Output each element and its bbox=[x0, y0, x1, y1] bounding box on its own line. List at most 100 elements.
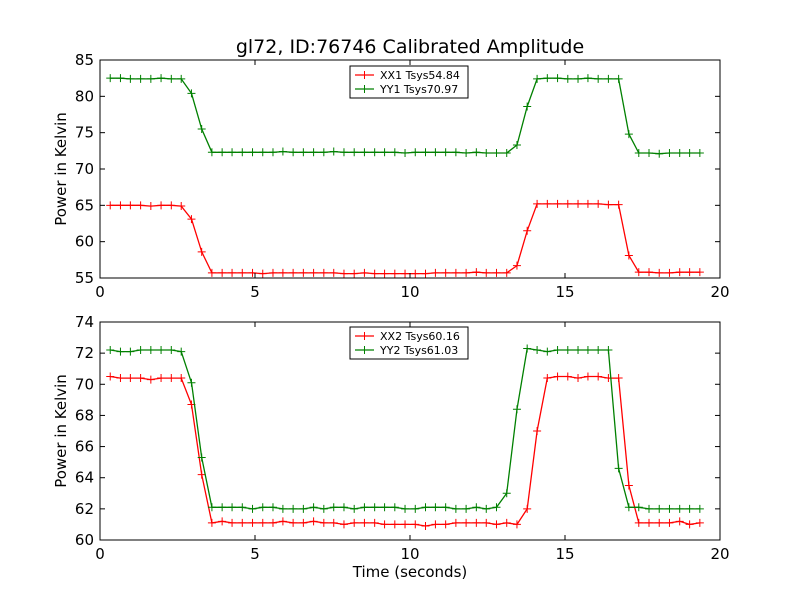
top-series-1-point bbox=[238, 268, 247, 277]
bottom-series-1-point bbox=[675, 517, 684, 526]
bottom-series-2-point bbox=[167, 346, 176, 355]
bottom-series-2-point bbox=[675, 504, 684, 513]
bottom-series-1-point bbox=[207, 518, 216, 527]
top-series-1-point bbox=[339, 269, 348, 278]
top-series-1-point bbox=[563, 199, 572, 208]
bottom-series-layer bbox=[106, 344, 704, 530]
bottom-series-2-point bbox=[614, 464, 623, 473]
top-series-2-point bbox=[655, 149, 664, 158]
bottom-series-1-point bbox=[401, 520, 410, 529]
bottom-series-1-point bbox=[614, 374, 623, 383]
top-series-2-point bbox=[512, 141, 521, 150]
bottom-series-1-point bbox=[543, 374, 552, 383]
bottom-series-2 bbox=[106, 344, 704, 513]
top-y-tick-label: 60 bbox=[75, 233, 94, 251]
top-series-1-point bbox=[197, 247, 206, 256]
bottom-series-2-point bbox=[482, 504, 491, 513]
bottom-series-1-point bbox=[523, 504, 532, 513]
top-series-2-point bbox=[218, 148, 227, 157]
bottom-panel: 0 5 10 15 20 60 62 64 66 68 70 72 74 Power in Kelvin… bbox=[52, 313, 730, 581]
bottom-series-1-point bbox=[482, 518, 491, 527]
top-series-2-point bbox=[339, 148, 348, 157]
top-series-1-point bbox=[492, 268, 501, 277]
top-series-1-point bbox=[401, 269, 410, 278]
bottom-series-1-point bbox=[563, 372, 572, 381]
top-series-2-point bbox=[574, 74, 583, 83]
top-series-2-point bbox=[248, 148, 257, 157]
bottom-series-2-point bbox=[350, 504, 359, 513]
top-series-1-point bbox=[248, 268, 257, 277]
bottom-series-2-point bbox=[136, 346, 145, 355]
bottom-y-tick-label: 72 bbox=[75, 344, 94, 362]
bottom-series-1-point bbox=[655, 518, 664, 527]
top-series-2-point bbox=[472, 148, 481, 157]
bottom-series-2-point bbox=[248, 504, 257, 513]
bottom-series-1-point bbox=[228, 518, 237, 527]
top-series-2-point bbox=[187, 89, 196, 98]
top-series-1-point bbox=[472, 268, 481, 277]
top-series-2-point bbox=[482, 149, 491, 158]
bottom-series-1-point bbox=[218, 517, 227, 526]
bottom-series-1-point bbox=[329, 518, 338, 527]
bottom-y-tick-label: 64 bbox=[75, 469, 94, 487]
top-ticks-layer: 0 5 10 15 20 55 60 65 70 75 80 85 bbox=[75, 51, 730, 301]
top-y-axis-label: Power in Kelvin bbox=[52, 112, 70, 226]
bottom-series-2-point bbox=[360, 503, 369, 512]
bottom-series-1-point bbox=[583, 372, 592, 381]
top-series-1-point bbox=[136, 201, 145, 210]
top-y-tick-label: 85 bbox=[75, 51, 94, 69]
top-y-tick-label: 55 bbox=[75, 269, 94, 287]
top-series-2-point bbox=[401, 149, 410, 158]
top-x-tick-label: 5 bbox=[250, 283, 260, 301]
top-series-1-point bbox=[655, 268, 664, 277]
top-series-2-point bbox=[685, 149, 694, 158]
top-series-2-point bbox=[492, 149, 501, 158]
top-series-2-point bbox=[380, 148, 389, 157]
top-series-2-point bbox=[553, 74, 562, 83]
top-x-tick-label: 10 bbox=[400, 283, 419, 301]
bottom-series-1-point bbox=[126, 374, 135, 383]
top-series-2-point bbox=[583, 74, 592, 83]
bottom-series-1-point bbox=[624, 481, 633, 490]
top-y-tick-label: 70 bbox=[75, 160, 94, 178]
bottom-series-1-point bbox=[472, 518, 481, 527]
bottom-series-1-point bbox=[136, 374, 145, 383]
bottom-series-1-point bbox=[258, 518, 267, 527]
top-series-2-point bbox=[319, 148, 328, 157]
top-series-2-point bbox=[146, 74, 155, 83]
bottom-series-2-point bbox=[380, 503, 389, 512]
top-series-2-point bbox=[258, 148, 267, 157]
top-series-1-point bbox=[574, 199, 583, 208]
bottom-y-tick-label: 66 bbox=[75, 438, 94, 456]
bottom-series-1-point bbox=[695, 518, 704, 527]
bottom-series-2-point bbox=[502, 489, 511, 498]
top-series-2 bbox=[106, 74, 704, 158]
bottom-series-2-point bbox=[462, 504, 471, 513]
top-series-1-point bbox=[594, 199, 603, 208]
top-series-1-point bbox=[390, 269, 399, 278]
bottom-series-2-point bbox=[685, 504, 694, 513]
top-series-2-point bbox=[289, 148, 298, 157]
bottom-series-1-point bbox=[339, 520, 348, 529]
bottom-series-2-point bbox=[523, 344, 532, 353]
top-series-1-point bbox=[228, 268, 237, 277]
top-series-1-point bbox=[645, 268, 654, 277]
bottom-series-1-point bbox=[431, 520, 440, 529]
top-y-tick-label: 65 bbox=[75, 196, 94, 214]
bottom-ticks-layer: 0 5 10 15 20 60 62 64 66 68 70 72 74 bbox=[75, 313, 730, 563]
top-series-1-point bbox=[543, 199, 552, 208]
bottom-y-tick-label: 62 bbox=[75, 500, 94, 518]
top-series-1-point bbox=[685, 268, 694, 277]
bottom-legend-marker bbox=[360, 346, 369, 354]
bottom-series-1-point bbox=[146, 375, 155, 384]
top-series-1-point bbox=[258, 269, 267, 278]
top-series-1-point bbox=[177, 202, 186, 211]
top-series-1-point bbox=[482, 268, 491, 277]
bottom-series-2-point bbox=[218, 503, 227, 512]
bottom-y-axis-label: Power in Kelvin bbox=[52, 374, 70, 488]
top-series-2-point bbox=[451, 148, 460, 157]
top-series-1-point bbox=[167, 201, 176, 210]
bottom-series-2-point bbox=[583, 346, 592, 355]
top-series-2-point bbox=[136, 74, 145, 83]
